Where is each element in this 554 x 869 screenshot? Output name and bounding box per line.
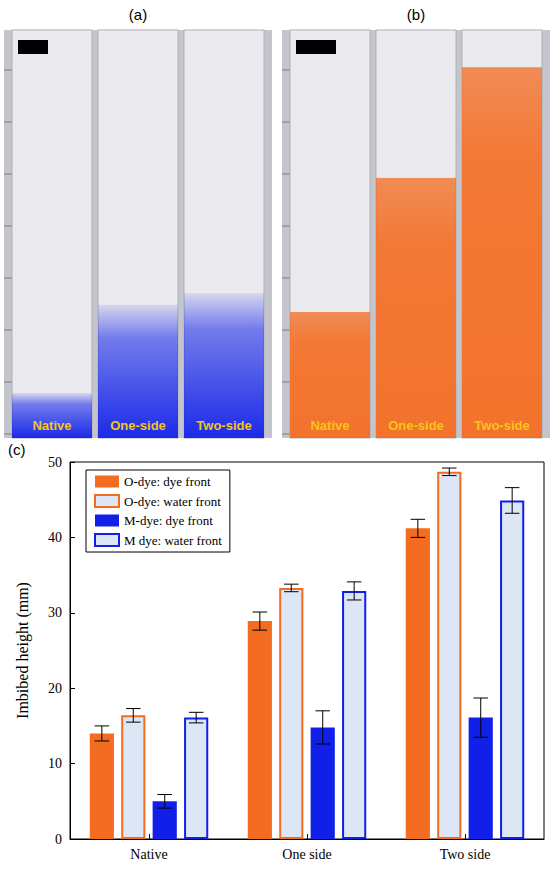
- svg-text:30: 30: [48, 605, 62, 620]
- svg-text:One-side: One-side: [110, 418, 166, 433]
- svg-text:One-side: One-side: [388, 418, 444, 433]
- svg-text:O-dye: dye front: O-dye: dye front: [124, 474, 211, 489]
- svg-text:M dye: water front: M dye: water front: [124, 533, 222, 548]
- svg-text:50: 50: [48, 455, 62, 470]
- svg-text:0: 0: [55, 832, 62, 847]
- svg-text:Native: Native: [130, 847, 167, 862]
- svg-text:Two-side: Two-side: [196, 418, 251, 433]
- svg-text:Two-side: Two-side: [474, 418, 529, 433]
- svg-text:Native: Native: [310, 418, 349, 433]
- svg-text:10: 10: [48, 756, 62, 771]
- svg-text:(b): (b): [407, 6, 425, 23]
- svg-text:O-dye: water front: O-dye: water front: [124, 494, 221, 509]
- svg-text:20: 20: [48, 681, 62, 696]
- svg-text:Native: Native: [32, 418, 71, 433]
- svg-text:(a): (a): [129, 6, 147, 23]
- svg-text:40: 40: [48, 530, 62, 545]
- svg-text:One side: One side: [282, 847, 331, 862]
- svg-text:Two side: Two side: [440, 847, 491, 862]
- svg-text:M-dye: dye front: M-dye: dye front: [124, 513, 213, 528]
- svg-text:Imbibed height (mm): Imbibed height (mm): [14, 582, 32, 719]
- svg-text:(c): (c): [8, 441, 26, 458]
